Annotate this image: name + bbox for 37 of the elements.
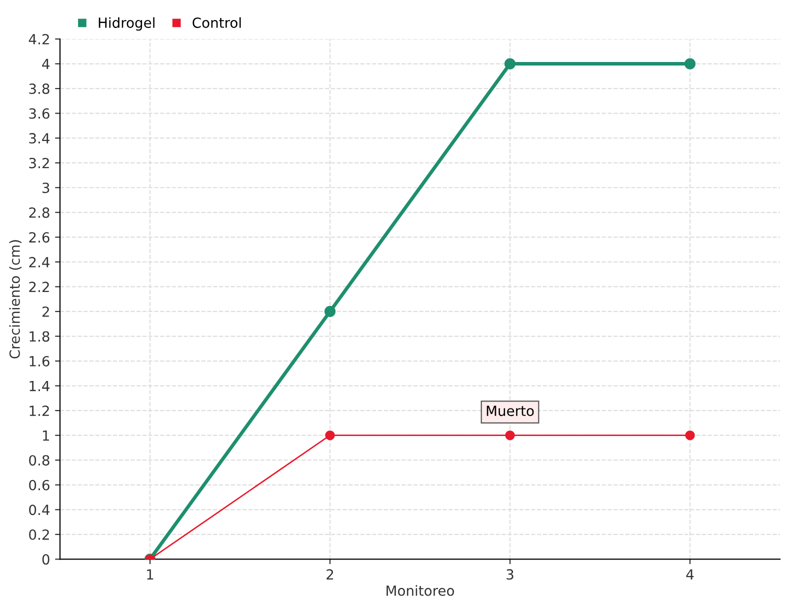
x-tick-label: 4 xyxy=(686,569,694,580)
point xyxy=(684,58,696,70)
y-tick-label: 0.8 xyxy=(29,455,50,466)
y-tick-label: 2.2 xyxy=(29,282,49,292)
legend-label: Hidrogel xyxy=(98,17,154,31)
y-tick-label: 2.4 xyxy=(29,256,50,268)
legend-label: Control xyxy=(192,17,241,28)
y-tick-label: 3.6 xyxy=(29,108,50,119)
y-tick-label: 3.2 xyxy=(29,158,49,168)
x-tick-label: 2 xyxy=(326,569,334,580)
y-tick-label: 3.4 xyxy=(29,133,50,144)
y-tick-label: 0 xyxy=(42,554,50,565)
y-tick-label: 2.6 xyxy=(29,232,50,243)
y-tick-label: 3 xyxy=(42,182,50,194)
y-tick-label: 1 xyxy=(42,430,49,441)
y-tick-label: 1.6 xyxy=(30,356,50,367)
x-axis-title: Monitoreo xyxy=(386,585,454,596)
y-axis-title: Crecimiento (cm) xyxy=(9,240,22,358)
x-tick-label: 3 xyxy=(506,569,514,580)
y-tick-label: 2.8 xyxy=(29,207,50,218)
y-tick-label: 1.8 xyxy=(30,331,50,342)
point xyxy=(505,430,515,440)
y-tick-label: 4.2 xyxy=(28,34,49,44)
y-tick-label: 4 xyxy=(42,58,50,70)
y-tick-label: 1.2 xyxy=(30,406,49,416)
y-tick-label: 0.4 xyxy=(29,504,50,516)
y-tick-label: 0.6 xyxy=(29,480,50,490)
point xyxy=(504,58,516,70)
y-tick-label: 1.4 xyxy=(30,380,50,392)
annotation: Muerto xyxy=(486,406,534,416)
point xyxy=(325,430,335,440)
y-tick-label: 0.2 xyxy=(29,529,49,540)
y-tick-label: 3.8 xyxy=(29,84,50,94)
point xyxy=(685,430,695,440)
x-tick-label: 1 xyxy=(147,569,154,580)
y-tick-label: 2 xyxy=(42,306,49,317)
point xyxy=(324,306,336,318)
